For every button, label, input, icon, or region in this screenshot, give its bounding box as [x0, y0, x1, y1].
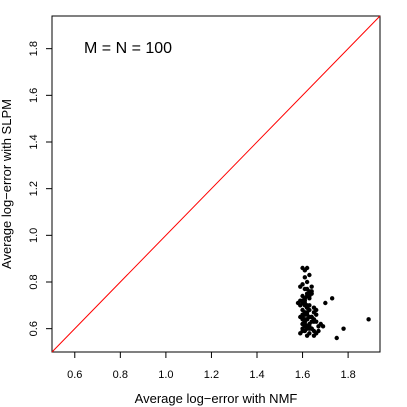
- data-point: [300, 314, 305, 320]
- data-point: [304, 286, 310, 292]
- x-tick-label: 1.2: [204, 369, 219, 381]
- y-tick-label: 0.6: [28, 321, 40, 336]
- chart-annotation: M = N = 100: [84, 40, 172, 57]
- y-axis-title: Average log−error with SLPM: [0, 99, 14, 269]
- data-point: [341, 326, 346, 331]
- data-point: [320, 324, 326, 329]
- data-point: [300, 293, 305, 299]
- data-point: [329, 296, 335, 301]
- identity-reference-line: [51, 15, 381, 353]
- y-axis: 0.6 0.8 1.0 1.2 1.4 1.6 1.8: [28, 41, 52, 336]
- data-point: [298, 284, 303, 289]
- x-tick-label: 0.8: [113, 369, 128, 381]
- y-tick-label: 1.4: [28, 134, 40, 149]
- data-point: [298, 298, 303, 303]
- data-point: [304, 317, 310, 322]
- data-point: [307, 296, 312, 301]
- plot-frame: [51, 15, 381, 353]
- data-point: [316, 328, 321, 334]
- data-point: [334, 335, 339, 341]
- data-point: [307, 321, 312, 327]
- y-tick-label: 0.8: [28, 274, 40, 289]
- y-tick-label: 1.6: [28, 88, 40, 103]
- data-point: [309, 289, 314, 294]
- data-point: [366, 317, 371, 322]
- data-point: [304, 291, 310, 296]
- x-tick-label: 1.0: [158, 369, 173, 381]
- data-point: [307, 303, 312, 308]
- x-tick-label: 0.6: [67, 369, 82, 381]
- x-tick-label: 1.6: [295, 369, 310, 381]
- data-point: [309, 326, 314, 331]
- data-point: [300, 326, 305, 331]
- y-tick-label: 1.2: [28, 181, 40, 196]
- data-point: [298, 331, 303, 336]
- data-point: [311, 333, 317, 338]
- data-point: [311, 310, 317, 315]
- data-point: [323, 300, 328, 306]
- data-point: [309, 284, 314, 289]
- x-tick-label: 1.8: [340, 369, 355, 381]
- y-tick-label: 1.8: [28, 41, 40, 56]
- data-point: [300, 307, 305, 313]
- x-axis: 0.6 0.8 1.0 1.2 1.4 1.6 1.8: [67, 352, 356, 381]
- data-point: [302, 275, 308, 280]
- data-point: [304, 333, 310, 338]
- data-point: [302, 298, 308, 303]
- data-point: [304, 279, 310, 285]
- data-point: [304, 265, 310, 271]
- y-tick-label: 1.0: [28, 228, 40, 243]
- data-point: [307, 272, 312, 278]
- x-axis-title: Average log−error with NMF: [135, 391, 298, 406]
- x-tick-label: 1.4: [249, 369, 264, 381]
- reference-line-group: [51, 15, 381, 353]
- data-points: [295, 265, 371, 341]
- data-point: [309, 314, 314, 320]
